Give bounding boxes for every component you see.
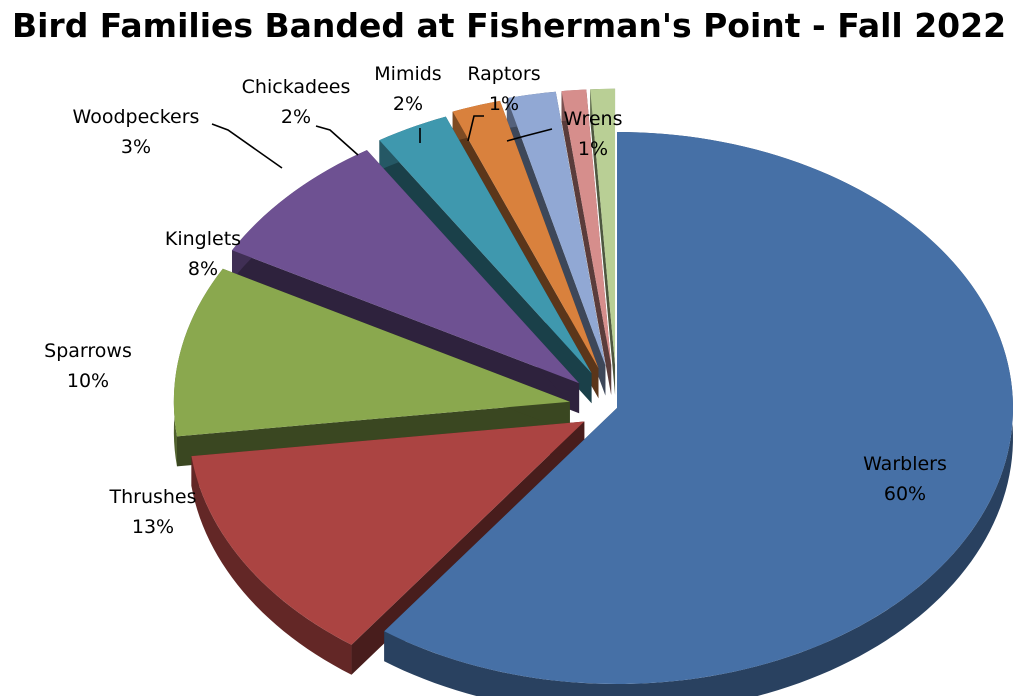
slice-sparrows-top: [173, 268, 570, 437]
slice-percent-raptors: 1%: [489, 93, 519, 115]
slice-woodpeckers-side-start: [379, 140, 592, 404]
slice-percent-kinglets: 8%: [188, 258, 218, 280]
slice-wrens-side-start: [590, 89, 616, 395]
slice-label-thrushes: Thrushes: [108, 486, 196, 508]
slice-thrushes-top: [191, 421, 585, 645]
slice-label-raptors: Raptors: [467, 63, 540, 85]
slice-woodpeckers-top: [379, 116, 592, 374]
slice-warblers-top: [384, 132, 1014, 684]
chart-title: Bird Families Banded at Fisherman's Poin…: [11, 6, 1007, 45]
slice-label-sparrows: Sparrows: [44, 340, 132, 362]
slice-raptors: [561, 89, 612, 395]
slice-label-mimids: Mimids: [374, 63, 441, 85]
slice-label-chickadees: Chickadees: [242, 76, 351, 98]
slice-raptors-top: [561, 89, 612, 365]
slice-label-wrens: Wrens: [564, 108, 623, 130]
leader-line-woodpeckers: [211, 123, 283, 169]
leader-line-chickadees: [315, 125, 359, 156]
slice-label-woodpeckers: Woodpeckers: [73, 106, 200, 128]
slice-percent-chickadees: 2%: [281, 106, 311, 128]
slice-percent-woodpeckers: 3%: [121, 136, 151, 158]
slice-percent-thrushes: 13%: [132, 516, 174, 538]
slice-label-warblers: Warblers: [863, 453, 947, 475]
slice-wrens: [590, 88, 616, 395]
slice-percent-warblers: 60%: [884, 483, 926, 505]
slice-label-kinglets: Kinglets: [165, 228, 241, 250]
slice-warblers: [384, 132, 1014, 696]
slice-kinglets-top: [232, 150, 580, 384]
slice-mimids-top: [506, 91, 606, 366]
pie-slices: [173, 88, 1014, 696]
leader-line-wrens: [506, 128, 553, 142]
slice-woodpeckers: [379, 116, 592, 404]
slice-percent-sparrows: 10%: [67, 370, 109, 392]
slice-thrushes-rim: [191, 456, 352, 675]
slice-chickadees-top: [452, 100, 599, 369]
slice-wrens-top: [590, 88, 616, 365]
slice-labels: Warblers 60% Thrushes 13% Sparrows 10% Kinglet…: [44, 63, 947, 538]
leader-line-raptors: [467, 115, 484, 142]
slice-percent-wrens: 1%: [578, 138, 608, 160]
slice-raptors-side-start: [561, 91, 612, 395]
slice-percent-mimids: 2%: [393, 93, 423, 115]
